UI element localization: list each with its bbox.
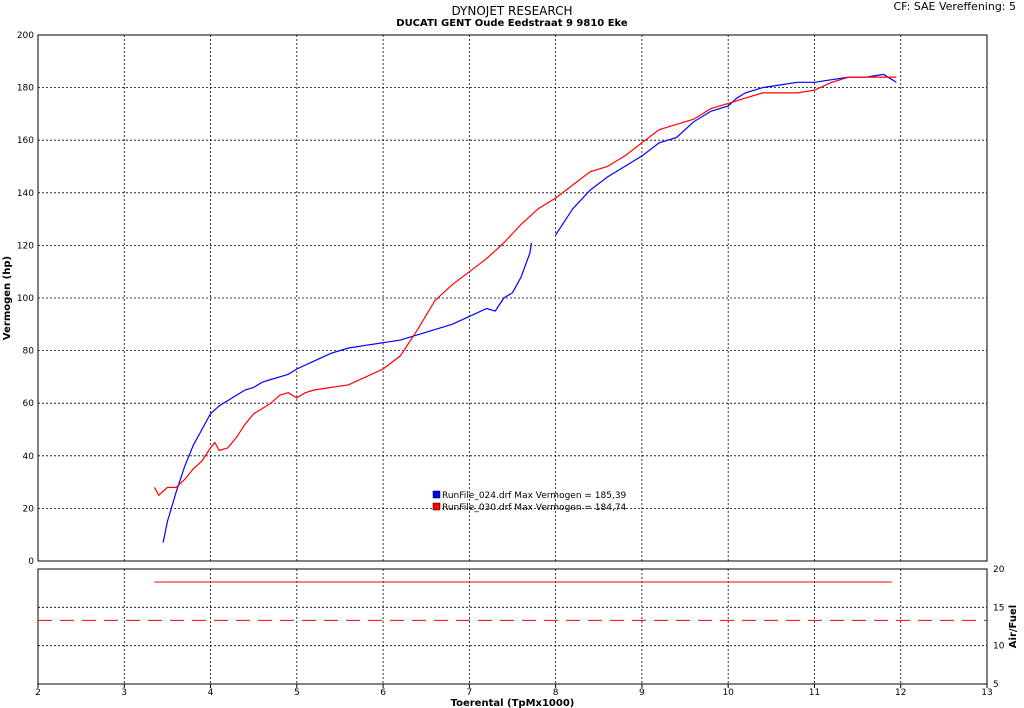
afr-y-tick-label: 20 bbox=[993, 565, 1005, 575]
legend-swatch-1 bbox=[432, 490, 441, 499]
power-y-tick-label: 200 bbox=[17, 31, 34, 41]
power-y-tick-label: 20 bbox=[23, 504, 35, 514]
power-y-axis-label: Vermogen (hp) bbox=[2, 256, 13, 340]
power-y-tick-label: 120 bbox=[17, 241, 34, 251]
x-tick-label: 8 bbox=[553, 688, 559, 698]
legend-label-1: RunFile_024.drf Max Vermogen = 185,39 bbox=[442, 491, 627, 501]
chart-title: DYNOJET RESEARCH bbox=[451, 4, 573, 18]
x-tick-label: 13 bbox=[981, 688, 992, 698]
afr-y-tick-label: 15 bbox=[993, 603, 1004, 613]
power-y-tick-label: 40 bbox=[23, 452, 35, 462]
power-series-line-2 bbox=[153, 76, 897, 497]
afr-y-tick-label: 5 bbox=[993, 680, 999, 690]
x-tick-label: 5 bbox=[294, 688, 300, 698]
legend-swatch-2 bbox=[432, 502, 441, 511]
legend-label-2: RunFile_030.drf Max Vermogen = 184,74 bbox=[442, 503, 627, 513]
x-tick-label: 7 bbox=[466, 688, 472, 698]
power-y-tick-label: 140 bbox=[17, 189, 34, 199]
power-y-tick-label: 160 bbox=[17, 136, 34, 146]
power-y-tick-label: 80 bbox=[23, 347, 35, 357]
correction-factor-info: CF: SAE Vereffening: 5 bbox=[893, 0, 1016, 13]
x-axis-label: Toerental (TpMx1000) bbox=[451, 698, 575, 708]
x-tick-label: 10 bbox=[722, 688, 734, 698]
afr-y-axis-label: Air/Fuel bbox=[1008, 605, 1019, 648]
power-y-tick-label: 100 bbox=[17, 294, 34, 304]
afr-plot-area bbox=[37, 568, 988, 685]
power-y-tick-label: 0 bbox=[28, 557, 34, 567]
x-tick-label: 3 bbox=[121, 688, 127, 698]
x-tick-label: 11 bbox=[809, 688, 820, 698]
chart-subtitle: DUCATI GENT Oude Eedstraat 9 9810 Eke bbox=[396, 18, 628, 29]
x-tick-label: 6 bbox=[380, 688, 386, 698]
x-tick-label: 12 bbox=[895, 688, 906, 698]
power-plot-area bbox=[37, 34, 988, 562]
x-tick-label: 9 bbox=[639, 688, 645, 698]
power-y-tick-label: 180 bbox=[17, 84, 34, 94]
afr-y-tick-label: 10 bbox=[993, 642, 1005, 652]
x-tick-label: 4 bbox=[208, 688, 214, 698]
power-y-tick-label: 60 bbox=[23, 399, 35, 409]
x-tick-label: 2 bbox=[35, 688, 41, 698]
